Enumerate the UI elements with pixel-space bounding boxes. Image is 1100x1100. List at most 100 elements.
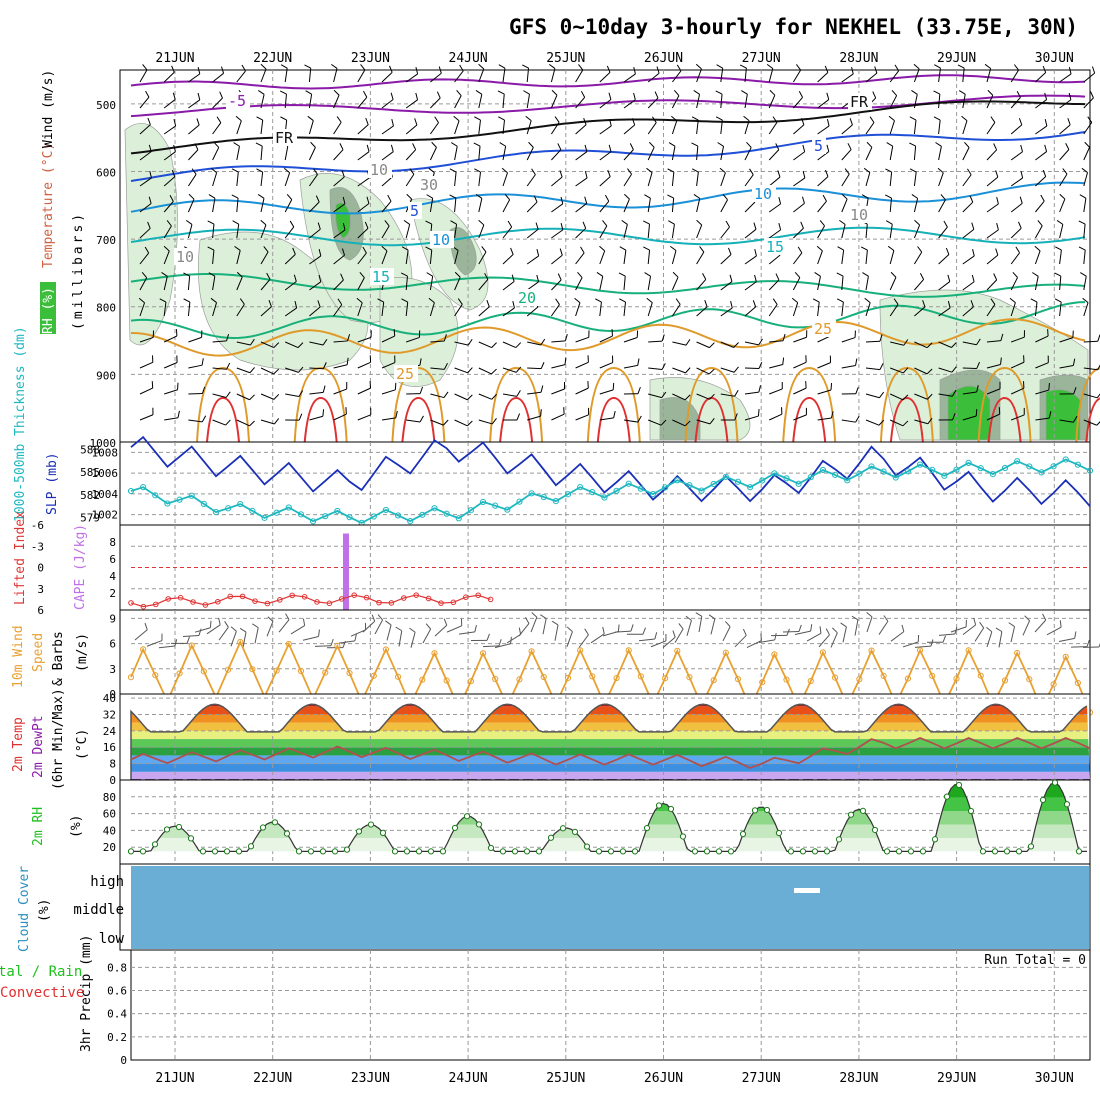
wind-barb — [454, 250, 459, 265]
contour-25-arch — [977, 366, 1032, 443]
wind-barb — [671, 198, 675, 213]
wind-barb — [720, 172, 726, 187]
wind-barb — [454, 70, 464, 83]
wind-barb-flag — [1013, 64, 1019, 71]
wind-barb-flag — [879, 334, 883, 342]
date-label-bottom: 24JUN — [449, 1071, 488, 1086]
wind-barb-flag — [551, 620, 559, 626]
wind-barb — [817, 362, 831, 369]
wind-barb — [284, 226, 295, 239]
wind-barb — [758, 639, 775, 644]
wind-barb — [478, 306, 490, 317]
wind-barb-flag — [866, 611, 873, 618]
wind-barb-flag — [559, 170, 563, 178]
wind-barb-flag — [608, 144, 612, 152]
wind-barb — [671, 120, 678, 135]
wind-barb — [284, 94, 287, 109]
thickness-point — [807, 474, 814, 481]
wind10-point — [140, 646, 147, 653]
wind-barb-flag — [715, 116, 723, 121]
rh2m-tick: 40 — [103, 824, 116, 837]
wind-barb-flag — [467, 367, 473, 374]
thickness-line — [130, 458, 1091, 524]
wind-barb-flag — [1084, 141, 1090, 148]
wind-barb-flag — [851, 67, 854, 75]
wind-barb — [187, 174, 197, 187]
wind-barb-flag — [403, 219, 410, 225]
wind-barb-flag — [401, 298, 408, 303]
wind-barb — [381, 417, 396, 421]
wind-barb-flag — [426, 272, 433, 277]
wind-barb-flag — [890, 271, 897, 278]
wind10-point — [1014, 649, 1021, 657]
thickness-point — [309, 518, 317, 525]
wind-barb — [938, 254, 950, 265]
wind-barb-flag — [294, 301, 298, 309]
wind-barb-flag — [218, 617, 221, 625]
wind-barb — [285, 367, 299, 373]
wind-barb — [914, 306, 926, 317]
wind-barb-flag — [258, 90, 265, 95]
rh2m-point — [1075, 848, 1083, 855]
wind-barb — [381, 250, 388, 265]
wind-barb-flag — [512, 301, 515, 309]
wind-barb — [575, 252, 585, 265]
wind-barb-flag — [331, 63, 338, 69]
wind10-point — [273, 667, 280, 674]
wind-barb-flag — [837, 246, 844, 251]
wind-barb-flag — [676, 64, 682, 72]
contour-label-bg — [226, 92, 250, 109]
wind-barb-flag — [289, 220, 295, 228]
wind-barb — [502, 172, 508, 187]
wind-barb-flag — [782, 333, 786, 341]
wind-barb — [1035, 125, 1048, 135]
thickness-point — [771, 470, 778, 477]
wind-barb — [284, 172, 291, 187]
wind-barb-flag — [322, 362, 327, 369]
wind-barb-flag — [434, 116, 439, 123]
wind-barb — [434, 624, 448, 637]
contour-label-bg — [764, 238, 788, 255]
wind-barb — [623, 337, 638, 343]
wind-barb — [575, 203, 587, 213]
wind-barb — [260, 278, 271, 291]
wind-barb — [410, 632, 416, 648]
wind-barb — [1010, 361, 1025, 369]
wind-barb-flag — [814, 272, 821, 277]
wind-barb-flag — [191, 168, 197, 175]
wind-barb-flag — [709, 342, 715, 348]
wind-barb — [212, 340, 227, 343]
slp-panel-frame — [119, 441, 1091, 526]
wind-barb-flag — [727, 247, 732, 255]
wind-barb — [381, 125, 394, 135]
wind-barb — [454, 198, 457, 213]
wind-barb — [212, 302, 217, 317]
wind-barb-flag — [318, 274, 322, 282]
wind-barb-flag — [302, 618, 306, 626]
wind-barb — [599, 200, 610, 213]
wind-barb — [236, 393, 250, 401]
wind-barb — [889, 393, 904, 401]
wind-barb — [914, 341, 928, 349]
wind-barb-flag — [819, 626, 822, 634]
wind-barb-flag — [672, 271, 679, 278]
wind-barb-flag — [305, 90, 312, 95]
wind-barb-flag — [937, 167, 944, 174]
wind-barb — [986, 68, 992, 83]
ylabel-temp2m-4: (°C) — [75, 729, 90, 760]
wind-barb — [526, 281, 539, 291]
wind-barb-flag — [812, 298, 820, 303]
wind-barb-flag — [540, 614, 547, 619]
rh2m-point — [463, 813, 471, 820]
wind-barb-flag — [523, 90, 530, 95]
wind-barb — [744, 306, 756, 317]
wind10-point — [577, 647, 584, 654]
wind-barb — [1083, 122, 1093, 135]
rh2m-point — [319, 848, 327, 855]
temp-band — [131, 763, 1090, 772]
wind-barb-flag — [1054, 298, 1062, 303]
wind-barb — [817, 151, 830, 161]
wind-barb — [278, 619, 290, 633]
wind-barb-flag — [660, 419, 667, 426]
